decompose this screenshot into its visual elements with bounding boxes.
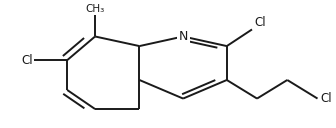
Text: N: N	[178, 30, 188, 43]
Text: Cl: Cl	[320, 92, 332, 105]
Text: Cl: Cl	[21, 54, 33, 67]
Text: Cl: Cl	[255, 16, 266, 29]
Text: CH₃: CH₃	[85, 4, 105, 14]
